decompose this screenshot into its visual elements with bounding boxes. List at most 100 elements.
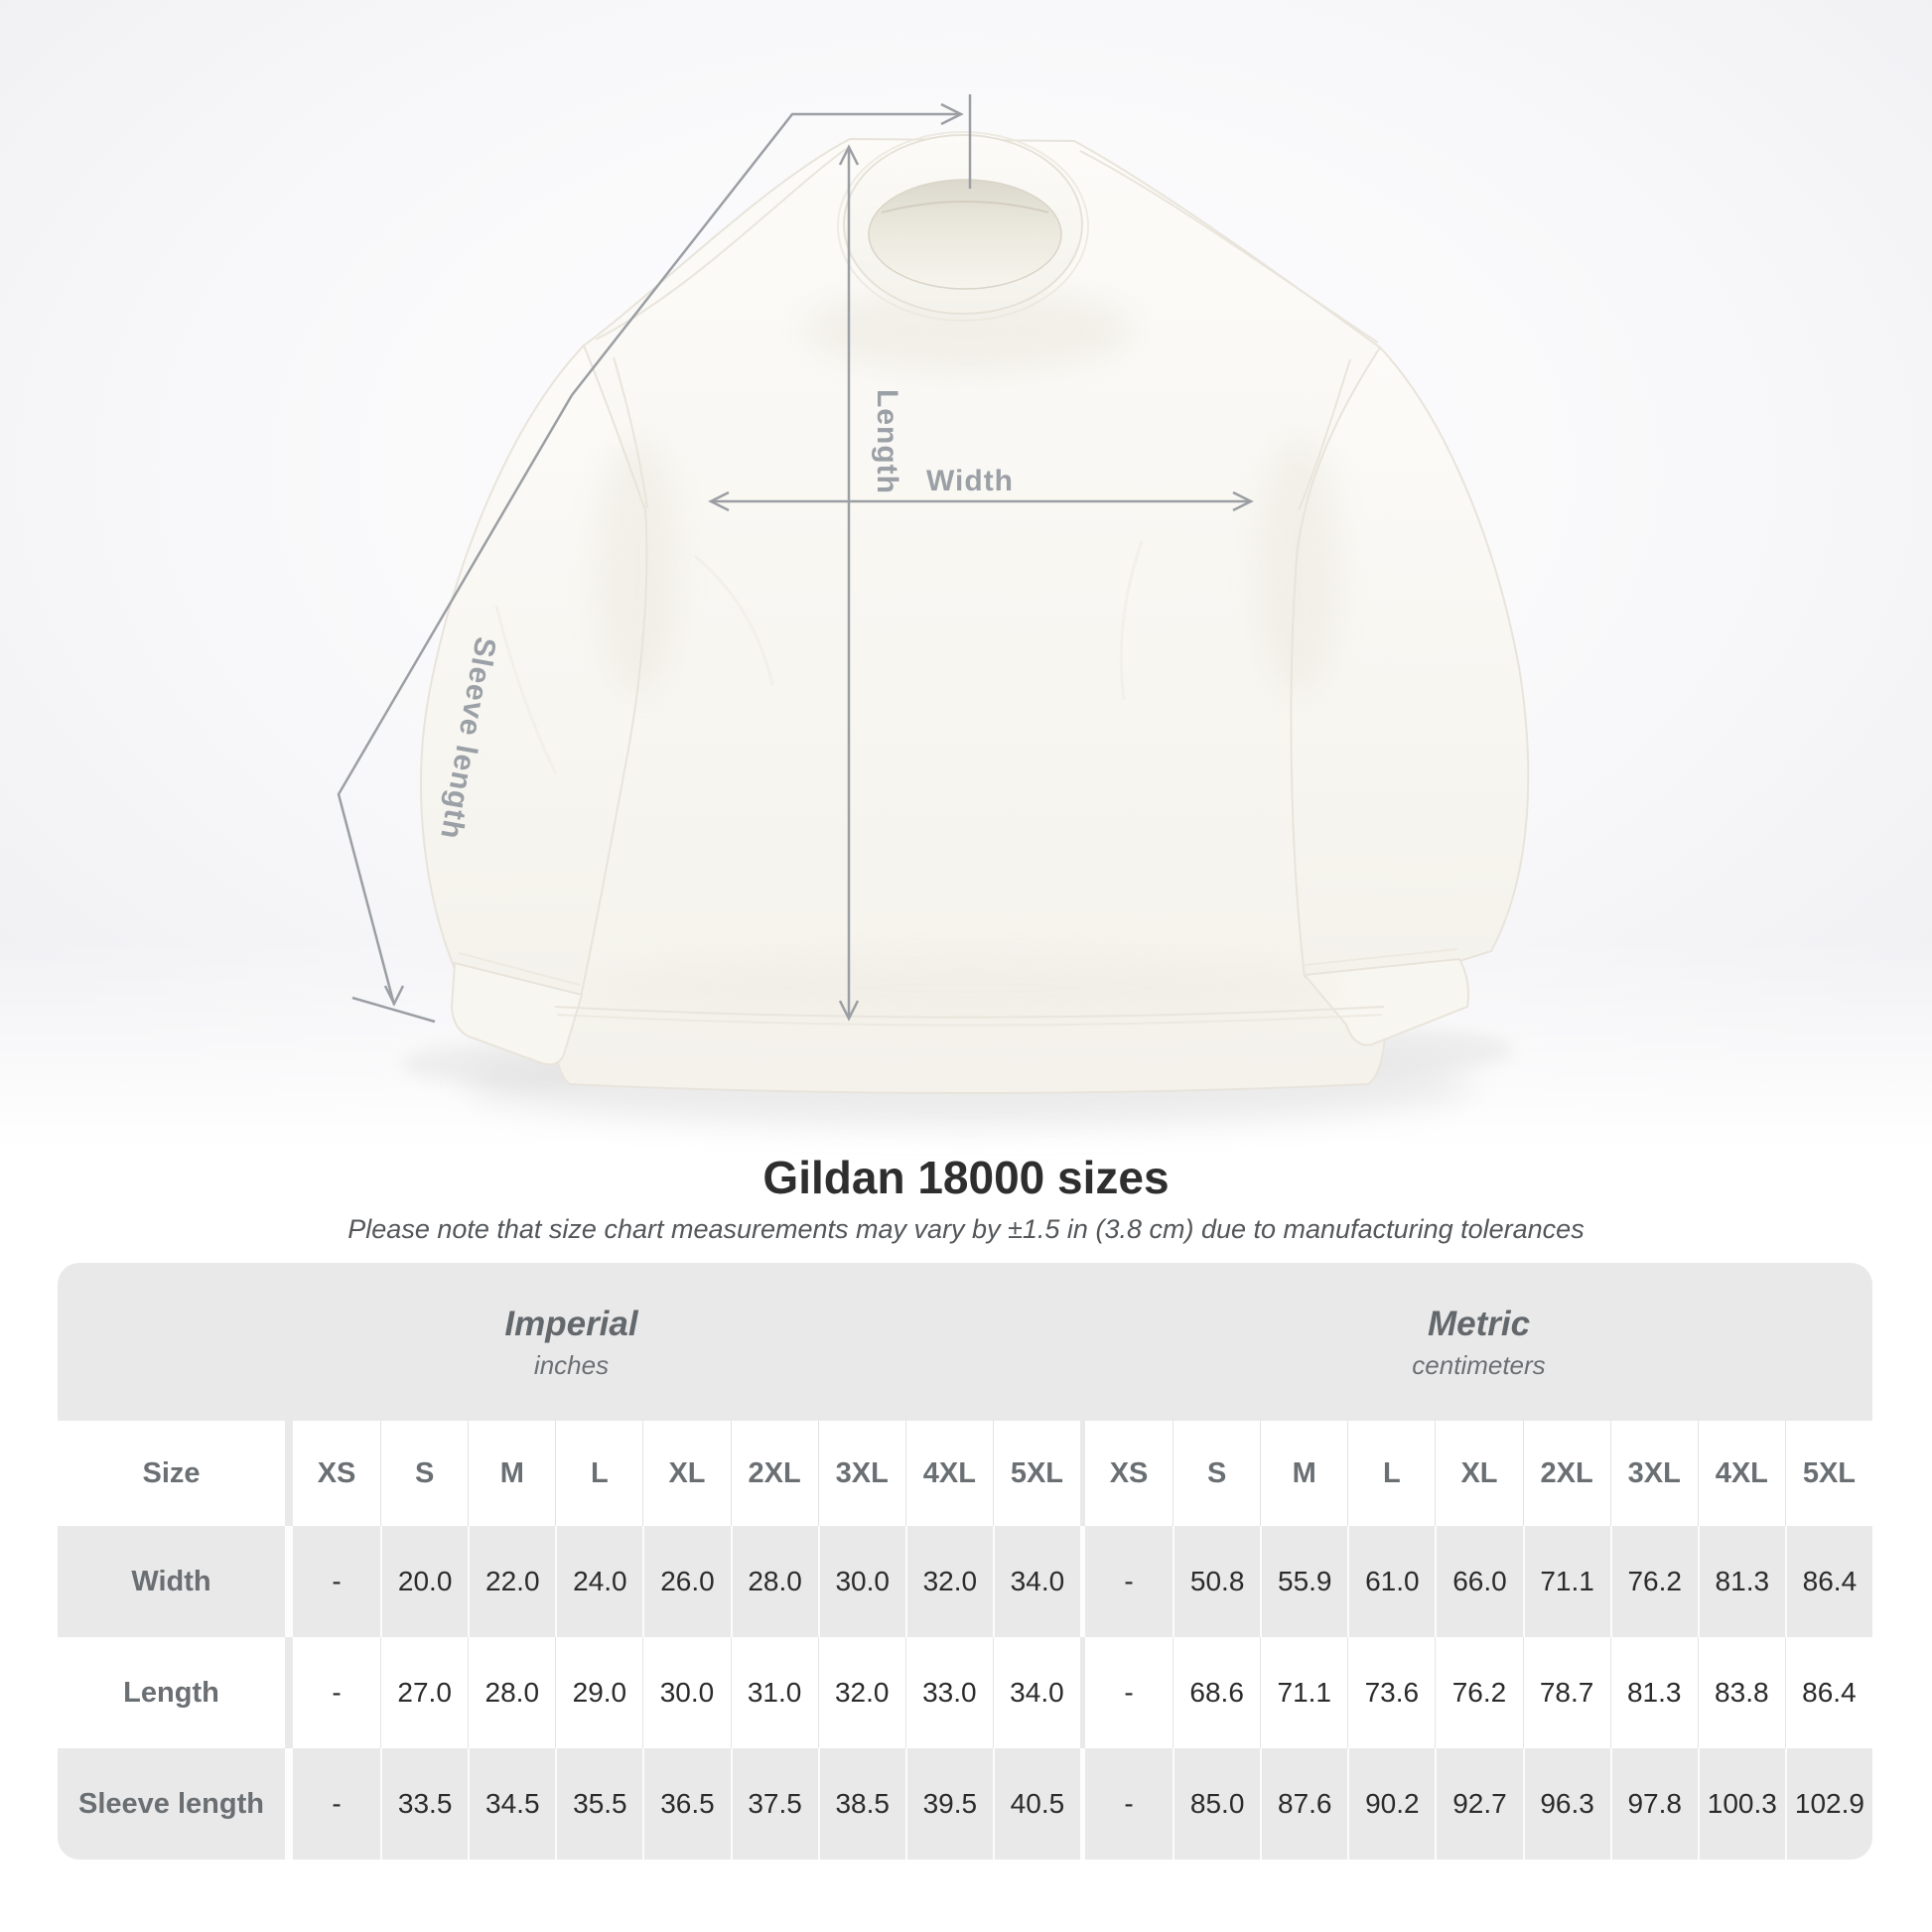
value-cell: 102.9 (1784, 1748, 1872, 1860)
size-header-cell: 3XL (1609, 1421, 1698, 1526)
value-cell: 76.2 (1435, 1637, 1522, 1748)
product-photo: Length Width Sleeve length (0, 0, 1932, 1172)
imperial-group-unit: inches (533, 1349, 610, 1380)
sweatshirt (420, 131, 1530, 1094)
right-arrowhead (940, 102, 964, 126)
size-header-cell: 2XL (730, 1421, 818, 1526)
value-cell: 36.5 (642, 1748, 730, 1860)
value-cell: 38.5 (817, 1748, 905, 1860)
value-cell: - (1124, 1788, 1134, 1819)
value-cell: 28.0 (468, 1637, 555, 1748)
value-cell: 86.4 (1784, 1637, 1872, 1748)
value-cell: 76.2 (1609, 1526, 1698, 1637)
value-cell: 55.9 (1260, 1526, 1347, 1637)
table-group-header: Imperial inches Metric centimeters (58, 1263, 1872, 1421)
imperial-group-header: Imperial inches (58, 1263, 1085, 1421)
column-divider (285, 1748, 293, 1860)
value-cell: 50.8 (1173, 1526, 1260, 1637)
value-cell: 30.0 (817, 1526, 905, 1637)
value-cell: 28.0 (730, 1526, 818, 1637)
value-cell: 31.0 (730, 1637, 818, 1748)
size-table: Imperial inches Metric centimeters Size X… (58, 1263, 1872, 1860)
page-title: Gildan 18000 sizes (762, 1152, 1170, 1203)
right-cuff (1304, 958, 1469, 1046)
sweatshirt-diagram: Length Width Sleeve length (337, 94, 1530, 1126)
value-cell: - (1124, 1677, 1134, 1708)
size-header-cell: 2XL (1522, 1421, 1610, 1526)
value-cell: 22.0 (468, 1526, 555, 1637)
tolerance-note: Please note that size chart measurements… (347, 1214, 1585, 1244)
size-header-cell: S (1173, 1421, 1260, 1526)
table-row: Sleeve length - 33.5 34.5 35.5 36.5 37.5 38.5 39… (58, 1748, 1872, 1860)
size-header-cell: 4XL (1697, 1421, 1785, 1526)
length-bottom-arrowhead (838, 1000, 860, 1022)
value-cell: 71.1 (1260, 1637, 1347, 1748)
value-cell: 37.5 (730, 1748, 818, 1860)
value-cell: 61.0 (1347, 1526, 1435, 1637)
column-divider (285, 1526, 293, 1637)
value-cell: 24.0 (555, 1526, 642, 1637)
fabric-shading (591, 288, 1345, 1018)
value-cell: 83.8 (1697, 1637, 1785, 1748)
length-top-arrowhead (838, 144, 860, 166)
table-row: Width - 20.0 22.0 24.0 26.0 28.0 30.0 32.0 34.0 - 5… (58, 1526, 1872, 1637)
value-cell: - (1124, 1566, 1134, 1596)
value-cell: 35.5 (555, 1748, 642, 1860)
value-cell: 34.0 (992, 1526, 1080, 1637)
value-cell: 34.5 (468, 1748, 555, 1860)
value-cell: 90.2 (1347, 1748, 1435, 1860)
value-cell: 87.6 (1260, 1748, 1347, 1860)
row-label: Sleeve length (78, 1787, 264, 1820)
value-cell: 85.0 (1173, 1748, 1260, 1860)
sleeve-arrowhead (383, 985, 405, 1007)
metric-group-unit: centimeters (1412, 1349, 1546, 1380)
size-header-cell: 3XL (817, 1421, 905, 1526)
size-header-cell: M (1260, 1421, 1347, 1526)
column-divider (1079, 1748, 1085, 1860)
value-cell: - (332, 1788, 342, 1819)
value-cell: 81.3 (1697, 1526, 1785, 1637)
row-label: Length (123, 1676, 219, 1709)
length-label: Length (871, 389, 903, 494)
size-header-cell: L (1347, 1421, 1435, 1526)
size-header-cell: XL (642, 1421, 730, 1526)
column-divider (1079, 1421, 1085, 1526)
metric-group-title: Metric (1427, 1304, 1531, 1343)
size-header-cell: 5XL (1784, 1421, 1872, 1526)
value-cell: 81.3 (1609, 1637, 1698, 1748)
value-cell: 71.1 (1522, 1526, 1610, 1637)
value-cell: 73.6 (1347, 1637, 1435, 1748)
column-divider (285, 1637, 293, 1748)
size-header-cell: 5XL (992, 1421, 1080, 1526)
size-header-cell: XL (1435, 1421, 1522, 1526)
value-cell: 78.7 (1522, 1637, 1610, 1748)
width-left-arrowhead (708, 490, 730, 512)
value-cell: - (332, 1677, 342, 1708)
size-header-cell: XS (1109, 1456, 1149, 1489)
value-cell: - (332, 1566, 342, 1596)
value-cell: 20.0 (380, 1526, 468, 1637)
value-cell: 29.0 (555, 1637, 642, 1748)
size-header-cell: 4XL (904, 1421, 993, 1526)
row-label: Width (131, 1565, 211, 1597)
value-cell: 68.6 (1173, 1637, 1260, 1748)
table-body: Size XS S M L XL 2XL 3XL 4XL 5XL XS S M L XL 2XL 3XL 4XL 5… (58, 1421, 1872, 1860)
column-divider (285, 1421, 293, 1526)
value-cell: 34.0 (992, 1637, 1080, 1748)
value-cell: 92.7 (1435, 1748, 1522, 1860)
table-row: Length - 27.0 28.0 29.0 30.0 31.0 32.0 33.0 34.0 -… (58, 1637, 1872, 1748)
sleeve-length-line (337, 394, 574, 1006)
collar (837, 131, 1089, 322)
size-header-row: Size XS S M L XL 2XL 3XL 4XL 5XL XS S M L XL 2XL 3XL 4XL 5… (58, 1421, 1872, 1526)
shoulder-extension-line (571, 112, 959, 396)
value-cell: 32.0 (904, 1526, 993, 1637)
value-cell: 30.0 (642, 1637, 730, 1748)
size-column-header: Size (142, 1456, 201, 1489)
metric-group-header: Metric centimeters (1085, 1263, 1872, 1421)
value-cell: 100.3 (1697, 1748, 1785, 1860)
size-header-cell: XS (317, 1456, 356, 1489)
width-right-arrowhead (1232, 490, 1254, 512)
left-cuff (451, 962, 583, 1066)
cuff-tick (351, 996, 436, 1024)
value-cell: 33.0 (904, 1637, 993, 1748)
